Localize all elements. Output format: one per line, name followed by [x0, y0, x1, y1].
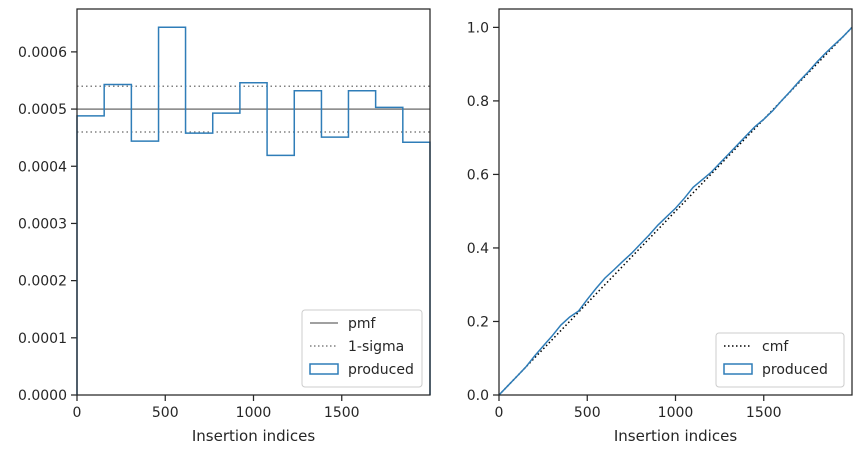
y-tick-label: 0.2 [467, 314, 489, 330]
x-tick-label: 0 [73, 405, 82, 421]
legend-swatch-produced [309, 363, 339, 375]
y-tick-label: 1.0 [467, 20, 489, 36]
x-tick-label: 1500 [746, 405, 782, 421]
x-tick-label: 500 [574, 405, 601, 421]
y-tick-label: 0.0004 [18, 159, 67, 175]
x-axis-title: Insertion indices [192, 427, 315, 445]
x-tick-label: 500 [152, 405, 179, 421]
y-tick-label: 0.6 [467, 167, 489, 183]
legend-swatch-produced [723, 363, 753, 375]
y-tick-label: 0.0 [467, 388, 489, 404]
legend-label-produced: produced [762, 362, 828, 378]
produced-histogram [76, 26, 431, 395]
y-tick-label: 0.0001 [18, 331, 67, 347]
panel-1: 0 500 1000 1500 0.0000 0.0001 0.0002 0.0003 0.00… [18, 8, 431, 445]
x-axis-title: Insertion indices [614, 427, 737, 445]
y-tick-label: 0.8 [467, 94, 489, 110]
plot-frame [76, 8, 431, 396]
legend-label-1-sigma: 1-sigma [348, 339, 404, 355]
legend-label-cmf: cmf [762, 339, 789, 355]
x-tick-label: 0 [495, 405, 504, 421]
y-tick-label: 0.0006 [18, 45, 67, 61]
x-tick-label: 1000 [236, 405, 272, 421]
legend-label-pmf: pmf [348, 316, 377, 332]
legend-label-produced: produced [348, 362, 414, 378]
y-tick-label: 0.4 [467, 241, 489, 257]
legend-frame [301, 309, 423, 388]
y-tick-label: 0.0002 [18, 274, 67, 290]
panel-2: 0 500 1000 1500 0.0 0.2 0.4 0.6 0.8 1.0 Insertion … [467, 8, 853, 445]
y-tick-label: 0.0000 [18, 388, 67, 404]
x-tick-label: 1500 [324, 405, 360, 421]
plot-frame [498, 8, 853, 396]
produced-cdf-line [498, 26, 853, 396]
y-tick-label: 0.0005 [18, 102, 67, 118]
x-tick-label: 1000 [658, 405, 694, 421]
y-tick-label: 0.0003 [18, 216, 67, 232]
